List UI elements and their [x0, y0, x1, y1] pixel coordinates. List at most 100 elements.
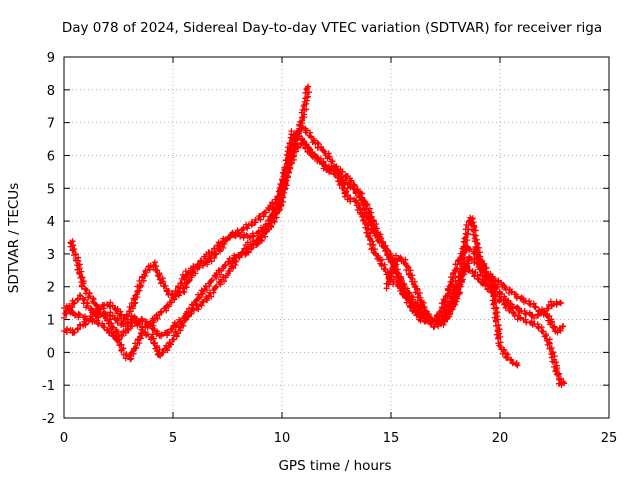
data-point-run	[120, 300, 137, 323]
data-point-run	[61, 301, 76, 321]
x-tick-labels: 0 5 10 15 20 25	[60, 431, 617, 446]
data-point-run	[314, 141, 327, 154]
y-tick-label: 9	[47, 51, 55, 66]
x-tick-label: 0	[60, 431, 68, 446]
data-point-run	[155, 273, 170, 294]
data-point-run	[352, 198, 368, 224]
data-point-run	[276, 160, 290, 206]
data-point-run	[522, 309, 536, 319]
data-point-run	[120, 312, 136, 330]
data-point-run	[434, 306, 450, 323]
y-tick-label: 3	[47, 248, 55, 263]
y-tick-label: 0	[47, 346, 55, 361]
data-point-run	[95, 320, 111, 333]
data-point-run	[387, 255, 402, 277]
y-tick-label: 6	[47, 149, 55, 164]
data-point-run	[299, 85, 312, 118]
data-point	[305, 83, 312, 90]
data-point-run	[358, 197, 375, 229]
data-point-run	[370, 246, 385, 267]
data-point-run	[466, 253, 481, 266]
y-axis-label: SDTVAR / TECUs	[6, 183, 22, 293]
data-point-run	[95, 310, 109, 321]
x-tick-label: 20	[492, 431, 509, 446]
plot-frame	[63, 56, 610, 419]
data-point-run	[487, 275, 504, 347]
data-point-run	[360, 217, 377, 253]
data-point	[560, 378, 567, 385]
data-point-run	[79, 282, 96, 302]
data-point-run	[408, 278, 425, 305]
data-point-run	[155, 342, 171, 360]
x-tick-label: 5	[169, 431, 177, 446]
data-point	[560, 323, 567, 330]
data-point	[514, 362, 521, 369]
y-tick-label: 4	[47, 215, 55, 230]
data-point-run	[212, 270, 232, 291]
y-tick-label: -1	[42, 379, 55, 394]
data-point-run	[376, 238, 391, 257]
data-point-run	[67, 238, 82, 262]
data-point-run	[164, 319, 179, 337]
data-point-run	[224, 254, 243, 279]
y-tick-label: 2	[47, 281, 55, 296]
y-tick-label: -2	[42, 412, 55, 427]
data-point-run	[314, 155, 332, 173]
data-point-run	[334, 174, 351, 200]
y-tick-label: 7	[47, 117, 55, 132]
x-tick-label: 10	[274, 431, 291, 446]
data-point-run	[190, 296, 210, 313]
data-point-run	[208, 263, 227, 284]
data-point-run	[235, 241, 252, 261]
data-point-run	[150, 259, 163, 279]
y-tick-label: 1	[47, 314, 55, 329]
data-point-run	[130, 282, 145, 307]
data-point-run	[190, 260, 207, 271]
data-point-run	[401, 285, 419, 305]
data-point-run	[556, 380, 568, 388]
data-point-run	[198, 278, 214, 297]
data-point-run	[551, 359, 565, 387]
data-point-run	[73, 257, 87, 290]
x-axis-label: GPS time / hours	[278, 458, 391, 474]
data-point-run	[212, 236, 230, 258]
data-point-run	[203, 285, 218, 304]
data-point-run	[174, 271, 189, 295]
chart-title: Day 078 of 2024, Sidereal Day-to-day VTE…	[62, 20, 602, 36]
data-series	[61, 83, 568, 388]
y-tick-label: 5	[47, 182, 55, 197]
data-point-run	[303, 129, 321, 147]
y-tick-labels: -2 -1 0 1 2 3 4 5 6 7 8 9	[42, 51, 55, 427]
data-point-run	[166, 327, 184, 351]
data-point-run	[307, 148, 322, 162]
series-trace-e	[383, 252, 521, 369]
data-point	[558, 300, 565, 307]
data-point-run	[182, 307, 197, 321]
data-point-run	[282, 131, 297, 165]
y-tick-label: 8	[47, 84, 55, 99]
data-point-run	[88, 305, 100, 320]
data-point-run	[417, 299, 433, 323]
data-point-run	[467, 214, 482, 256]
data-point-run	[400, 256, 416, 282]
data-point-run	[244, 228, 262, 241]
data-point-run	[461, 263, 476, 277]
data-point-run	[182, 264, 197, 278]
data-point-run	[321, 148, 337, 169]
axis-ticks	[63, 56, 610, 419]
data-point-run	[368, 223, 383, 244]
data-point-run	[267, 199, 283, 226]
data-point-run	[88, 315, 101, 326]
data-point-run	[76, 292, 94, 312]
data-point-run	[147, 311, 163, 326]
data-point-run	[527, 300, 543, 314]
data-point-run	[393, 252, 405, 265]
x-tick-label: 15	[383, 431, 400, 446]
data-point-run	[535, 323, 550, 343]
series-trace-c	[61, 139, 568, 388]
grid	[64, 57, 609, 418]
data-point-run	[350, 181, 367, 204]
x-tick-label: 25	[601, 431, 618, 446]
data-point-run	[139, 321, 154, 334]
